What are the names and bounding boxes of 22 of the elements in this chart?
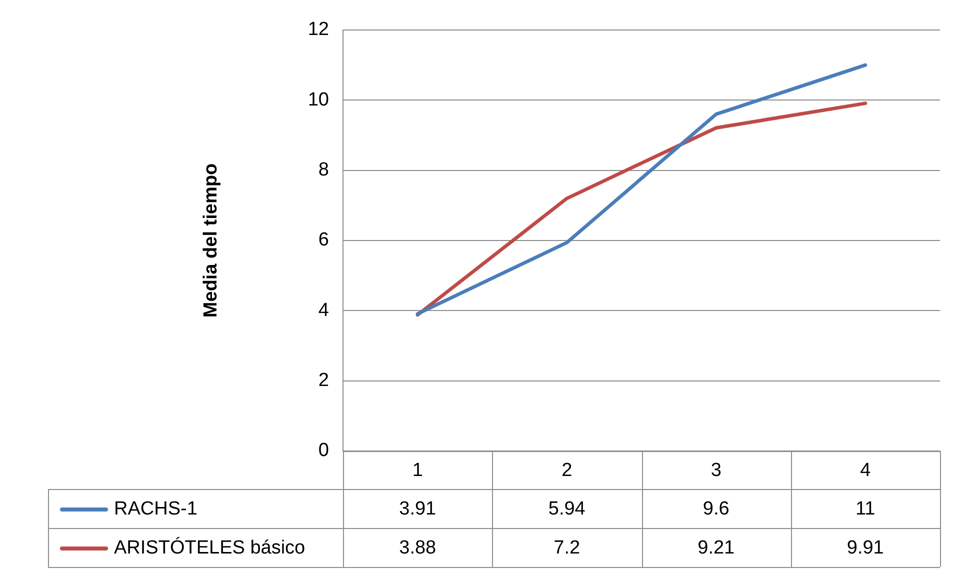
data-label: 5.94 <box>548 498 586 520</box>
data-label: 3.91 <box>399 498 436 520</box>
data-label: 7.2 <box>554 538 580 559</box>
x-tick-label: 3 <box>710 460 722 482</box>
y-axis-title: Media del tiempo <box>200 163 222 318</box>
data-label: 11 <box>856 498 876 520</box>
y-tick-label: 2 <box>318 370 329 392</box>
x-tick-label: 1 <box>412 460 423 482</box>
y-tick-label: 0 <box>318 440 329 462</box>
y-tick-label: 4 <box>318 300 330 321</box>
y-tick-label: 10 <box>308 89 329 110</box>
data-label: 9.91 <box>846 538 884 559</box>
y-tick-label: 6 <box>318 230 329 251</box>
legend-label: RACHS-1 <box>114 498 198 520</box>
data-label: 9.6 <box>702 498 730 520</box>
y-tick-label: 12 <box>308 19 329 40</box>
y-tick-label: 8 <box>318 160 329 181</box>
x-tick-label: 2 <box>562 460 572 482</box>
legend-label: ARISTÓTELES básico <box>114 536 306 559</box>
data-label: 9.21 <box>698 538 735 559</box>
data-label: 3.88 <box>399 538 436 559</box>
x-tick-label: 4 <box>860 460 872 482</box>
